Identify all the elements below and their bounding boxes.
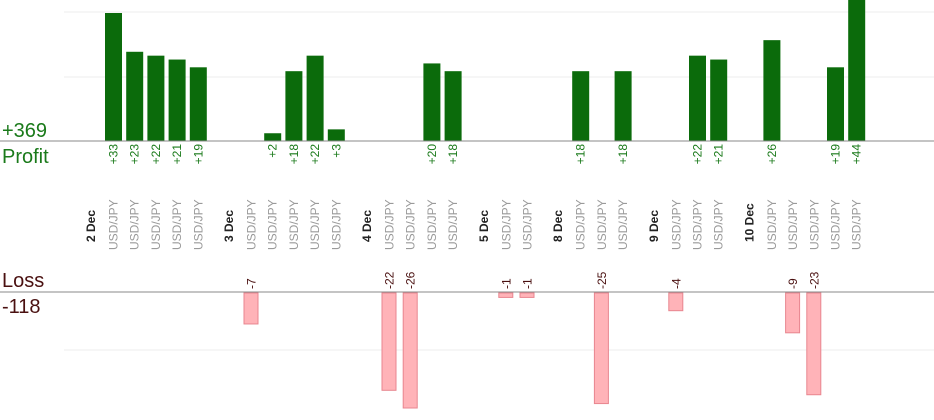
pair-label: USD/JPY [170, 199, 184, 250]
profit-value-label: +18 [446, 144, 460, 165]
loss-value-label: -7 [245, 278, 259, 289]
pair-label: USD/JPY [446, 199, 460, 250]
loss-value-label: -1 [499, 278, 513, 289]
pair-label: USD/JPY [329, 199, 343, 250]
profit-bars [105, 0, 866, 142]
loss-bar [498, 292, 514, 298]
profit-bar [572, 71, 590, 141]
pair-label: USD/JPY [574, 199, 588, 250]
profit-bar [264, 133, 282, 141]
profit-bar [126, 51, 144, 141]
profit-value-label: +23 [128, 144, 142, 165]
profit-value-label: +44 [850, 144, 864, 165]
profit-bar [423, 63, 441, 142]
pair-label: USD/JPY [616, 199, 630, 250]
profit-value-label: +3 [329, 144, 343, 158]
loss-bar [243, 292, 259, 325]
date-label: 5 Dec [477, 210, 491, 242]
loss-value-label: -4 [669, 278, 683, 289]
pair-label: USD/JPY [669, 199, 683, 250]
date-label: 10 Dec [742, 203, 756, 242]
date-label: 8 Dec [551, 210, 565, 242]
pair-label: USD/JPY [829, 199, 843, 250]
profit-value-label: +21 [170, 144, 184, 165]
pair-label: USD/JPY [425, 199, 439, 250]
pair-label: USD/JPY [128, 199, 142, 250]
date-label: 4 Dec [360, 210, 374, 242]
profit-bar [327, 129, 345, 141]
profit-bar [848, 0, 866, 141]
loss-total: -118 [2, 296, 41, 318]
loss-bars [243, 292, 822, 409]
pair-label: USD/JPY [765, 199, 779, 250]
profit-value-label: +2 [266, 144, 280, 158]
pair-label: USD/JPY [308, 199, 322, 250]
profit-bar [285, 71, 303, 141]
pair-label: USD/JPY [521, 199, 535, 250]
pair-label: USD/JPY [149, 199, 163, 250]
loss-value-label: -25 [595, 271, 609, 289]
pair-label: USD/JPY [383, 199, 397, 250]
date-label: 2 Dec [84, 210, 98, 242]
profit-bar [763, 40, 781, 141]
profit-value-label: +19 [829, 144, 843, 165]
profit-value-label: +18 [616, 144, 630, 165]
pair-label: USD/JPY [499, 199, 513, 250]
pair-label: USD/JPY [404, 199, 418, 250]
profit-value-label: +18 [574, 144, 588, 165]
profit-bar [147, 55, 165, 141]
profit-total: +369 [2, 120, 47, 142]
profit-value-label: +22 [691, 144, 705, 165]
profit-value-label: +20 [425, 144, 439, 165]
pair-label: USD/JPY [595, 199, 609, 250]
profit-bar [306, 55, 324, 141]
profit-bar [710, 59, 728, 141]
date-label: 3 Dec [222, 210, 236, 242]
profit-label: Profit [2, 146, 49, 168]
profit-bar [168, 59, 186, 141]
gridlines [64, 11, 934, 351]
pair-label: USD/JPY [807, 199, 821, 250]
pair-label: USD/JPY [191, 199, 205, 250]
profit-value-label: +22 [308, 144, 322, 165]
loss-value-label: -9 [786, 278, 800, 289]
profit-value-label: +18 [287, 144, 301, 165]
loss-bar [806, 292, 822, 396]
pair-label: USD/JPY [691, 199, 705, 250]
pair-label: USD/JPY [786, 199, 800, 250]
loss-value-label: -23 [807, 271, 821, 289]
date-label: 9 Dec [647, 210, 661, 242]
pair-label: USD/JPY [107, 199, 121, 250]
pair-label: USD/JPY [287, 199, 301, 250]
profit-bar [444, 71, 462, 141]
loss-bar [519, 292, 535, 298]
profit-value-label: +26 [765, 144, 779, 165]
loss-bar [785, 292, 801, 334]
profit-bar [614, 71, 632, 141]
pair-label: USD/JPY [712, 199, 726, 250]
pair-label: USD/JPY [266, 199, 280, 250]
profit-value-label: +33 [107, 144, 121, 165]
loss-value-label: -22 [383, 271, 397, 289]
pair-label: USD/JPY [850, 199, 864, 250]
loss-bar [668, 292, 684, 312]
category-labels: 2 Dec USD/JPY +33 USD/JPY +23 USD/JPY +22 USD/J… [84, 144, 864, 289]
loss-bar [402, 292, 418, 409]
profit-value-label: +21 [712, 144, 726, 165]
profit-bar [827, 67, 844, 141]
profit-bar [689, 55, 706, 141]
loss-label: Loss [2, 270, 44, 292]
loss-bar [593, 292, 609, 405]
loss-bar [381, 292, 397, 391]
profit-value-label: +22 [149, 144, 163, 165]
loss-value-label: -1 [521, 278, 535, 289]
pair-label: USD/JPY [245, 199, 259, 250]
profit-value-label: +19 [191, 144, 205, 165]
profit-bar [189, 67, 207, 141]
loss-value-label: -26 [404, 271, 418, 289]
profit-bar [105, 13, 122, 141]
